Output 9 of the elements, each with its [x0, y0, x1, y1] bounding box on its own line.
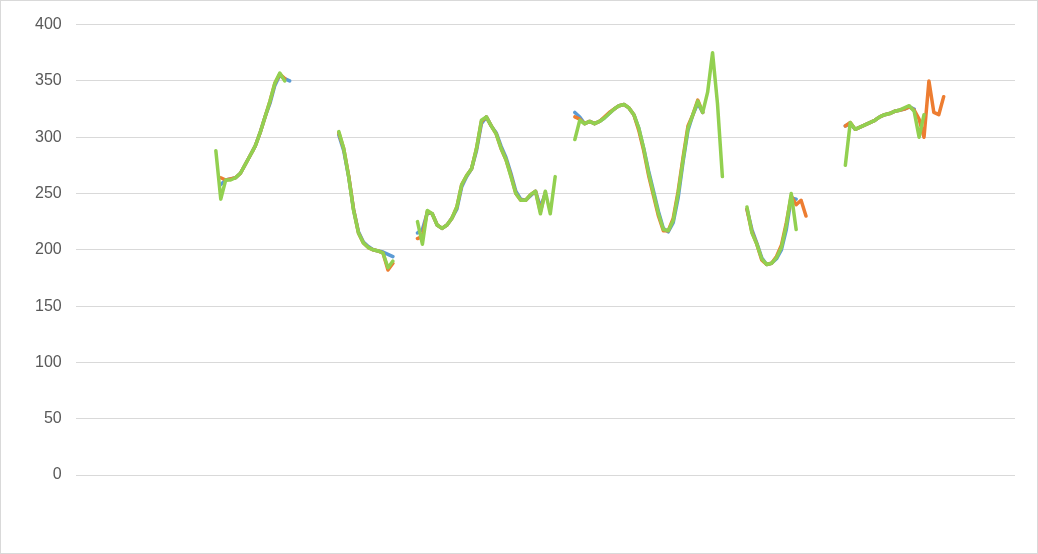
y-tick-label: 50 — [43, 409, 62, 427]
y-tick-label: 250 — [34, 183, 62, 201]
y-tick-label: 200 — [34, 240, 62, 258]
y-tick-label: 100 — [34, 352, 62, 370]
y-tick-label: 400 — [34, 15, 62, 33]
y-tick-label: 350 — [34, 71, 62, 89]
y-tick-label: 300 — [34, 127, 62, 145]
y-tick-label: 150 — [34, 296, 62, 314]
y-tick-label: 0 — [52, 465, 62, 483]
